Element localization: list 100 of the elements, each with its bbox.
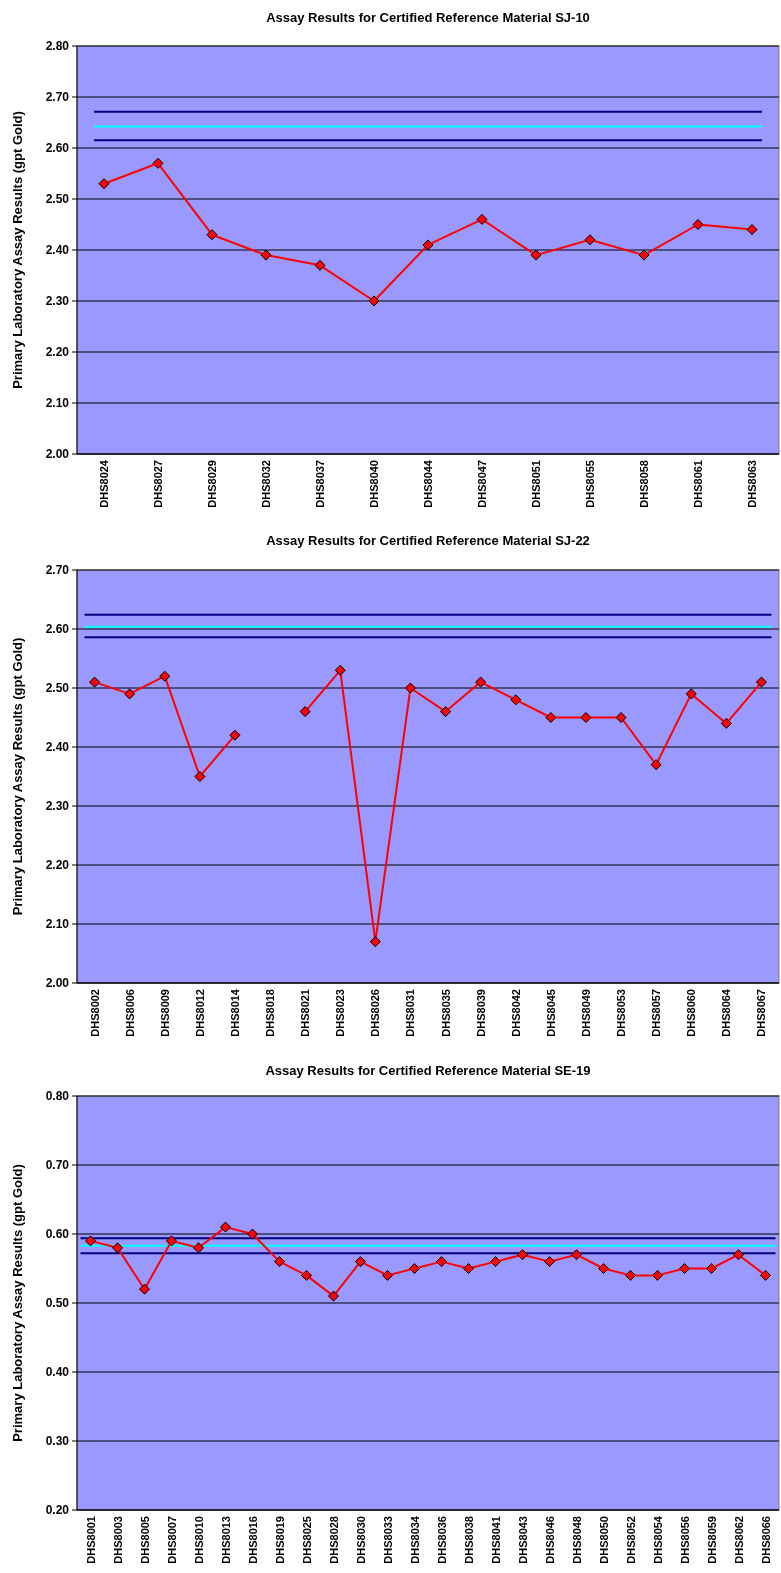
x-tick-label: DHS8056 (678, 1516, 691, 1564)
x-tick-label: DHS8055 (584, 460, 596, 508)
y-tick-label: 0.60 (45, 1227, 70, 1242)
y-tick-label: 0.70 (45, 1158, 70, 1173)
point (98, 178, 110, 190)
x-tick-label: DHS8032 (260, 460, 272, 508)
y-tick-label: 2.40 (45, 243, 70, 258)
point (220, 1221, 231, 1233)
x-tick-label: DHS8012 (193, 989, 206, 1037)
point (368, 295, 380, 307)
y-tick-label: 2.70 (45, 563, 70, 578)
point (463, 1263, 474, 1274)
point (139, 1283, 150, 1295)
point (638, 249, 650, 261)
x-tick-label: DHS8023 (334, 989, 347, 1037)
x-tick-label: DHS8054 (651, 1515, 664, 1564)
y-axis-title: Primary Laboratory Assay Results (gpt Gold) (10, 111, 25, 389)
point (194, 771, 206, 782)
y-axis-title: Primary Laboratory Assay Results (gpt Gold) (10, 637, 25, 916)
y-tick-label: 2.50 (45, 192, 70, 207)
point (334, 664, 346, 676)
y-tick-label: 2.10 (45, 917, 70, 932)
y-tick-label: 2.10 (45, 396, 70, 411)
point (755, 676, 767, 688)
x-tick-label: DHS8034 (408, 1515, 421, 1564)
y-tick-label: 0.50 (45, 1296, 70, 1311)
x-tick-label: DHS8027 (152, 460, 164, 508)
point (85, 1235, 96, 1247)
y-tick-label: 2.30 (45, 294, 70, 309)
point (545, 712, 557, 723)
x-tick-label: DHS8036 (435, 1516, 448, 1564)
x-tick-label: DHS8058 (638, 460, 650, 508)
point (733, 1249, 744, 1261)
point (584, 234, 596, 246)
x-tick-label: DHS8050 (597, 1516, 610, 1564)
y-tick-label: 2.20 (45, 858, 70, 873)
point (679, 1263, 690, 1274)
x-tick-label: DHS8044 (422, 459, 434, 508)
x-tick-label: DHS8035 (439, 989, 452, 1037)
point (404, 682, 416, 694)
x-tick-label: DHS8029 (206, 460, 218, 508)
x-tick-label: DHS8063 (746, 460, 758, 508)
x-tick-label: DHS8007 (165, 1516, 178, 1564)
x-tick-label: DHS8064 (720, 988, 733, 1037)
point (422, 239, 434, 251)
x-tick-label: DHS8051 (530, 460, 542, 508)
x-tick-label: DHS8021 (299, 989, 312, 1037)
point (436, 1256, 447, 1268)
point (328, 1290, 339, 1302)
y-tick-label: 2.20 (45, 345, 70, 360)
x-tick-label: DHS8045 (544, 989, 557, 1037)
x-tick-label: DHS8016 (246, 1516, 259, 1564)
point (706, 1263, 717, 1274)
y-tick-label: 0.30 (45, 1434, 70, 1449)
point (206, 229, 218, 241)
point (530, 249, 542, 261)
point (510, 694, 522, 706)
x-tick-label: DHS8031 (404, 989, 417, 1037)
y-axis-title: Primary Laboratory Assay Results (gpt Gold) (10, 1164, 25, 1442)
x-tick-label: DHS8041 (489, 1516, 502, 1564)
x-tick-label: DHS8046 (543, 1516, 556, 1564)
y-tick-label: 0.40 (45, 1365, 70, 1380)
point (229, 729, 241, 741)
point (274, 1256, 285, 1268)
point (625, 1269, 636, 1281)
y-tick-label: 2.00 (45, 976, 70, 991)
x-tick-label: DHS8010 (192, 1516, 205, 1564)
point (112, 1242, 123, 1254)
x-tick-label: DHS8026 (369, 989, 382, 1037)
x-tick-label: DHS8006 (123, 989, 136, 1037)
point (598, 1263, 609, 1274)
point (692, 219, 704, 230)
point (720, 717, 732, 729)
x-tick-label: DHS8030 (354, 1516, 367, 1564)
point (476, 213, 488, 225)
point (490, 1256, 501, 1268)
x-tick-label: DHS8047 (476, 460, 488, 508)
x-tick-label: DHS8019 (273, 1516, 286, 1564)
point (746, 224, 758, 236)
x-tick-label: DHS8009 (158, 989, 171, 1037)
x-tick-label: DHS8018 (264, 989, 277, 1037)
point (760, 1269, 771, 1281)
x-tick-label: DHS8033 (381, 1516, 394, 1564)
y-tick-label: 0.80 (45, 1089, 70, 1104)
point (544, 1256, 555, 1268)
y-tick-label: 0.20 (45, 1503, 70, 1518)
point (159, 670, 171, 682)
y-tick-label: 2.00 (45, 447, 70, 462)
y-tick-label: 2.60 (45, 622, 70, 637)
x-tick-label: DHS8061 (692, 460, 704, 508)
point (382, 1269, 393, 1281)
point (685, 688, 697, 700)
y-tick-label: 2.60 (45, 141, 70, 156)
x-tick-label: DHS8025 (300, 1516, 313, 1564)
x-tick-label: DHS8048 (570, 1516, 583, 1564)
point (580, 712, 592, 723)
point (124, 688, 136, 700)
point (440, 706, 452, 718)
x-tick-label: DHS8066 (759, 1516, 772, 1564)
x-tick-label: DHS8005 (138, 1516, 151, 1564)
